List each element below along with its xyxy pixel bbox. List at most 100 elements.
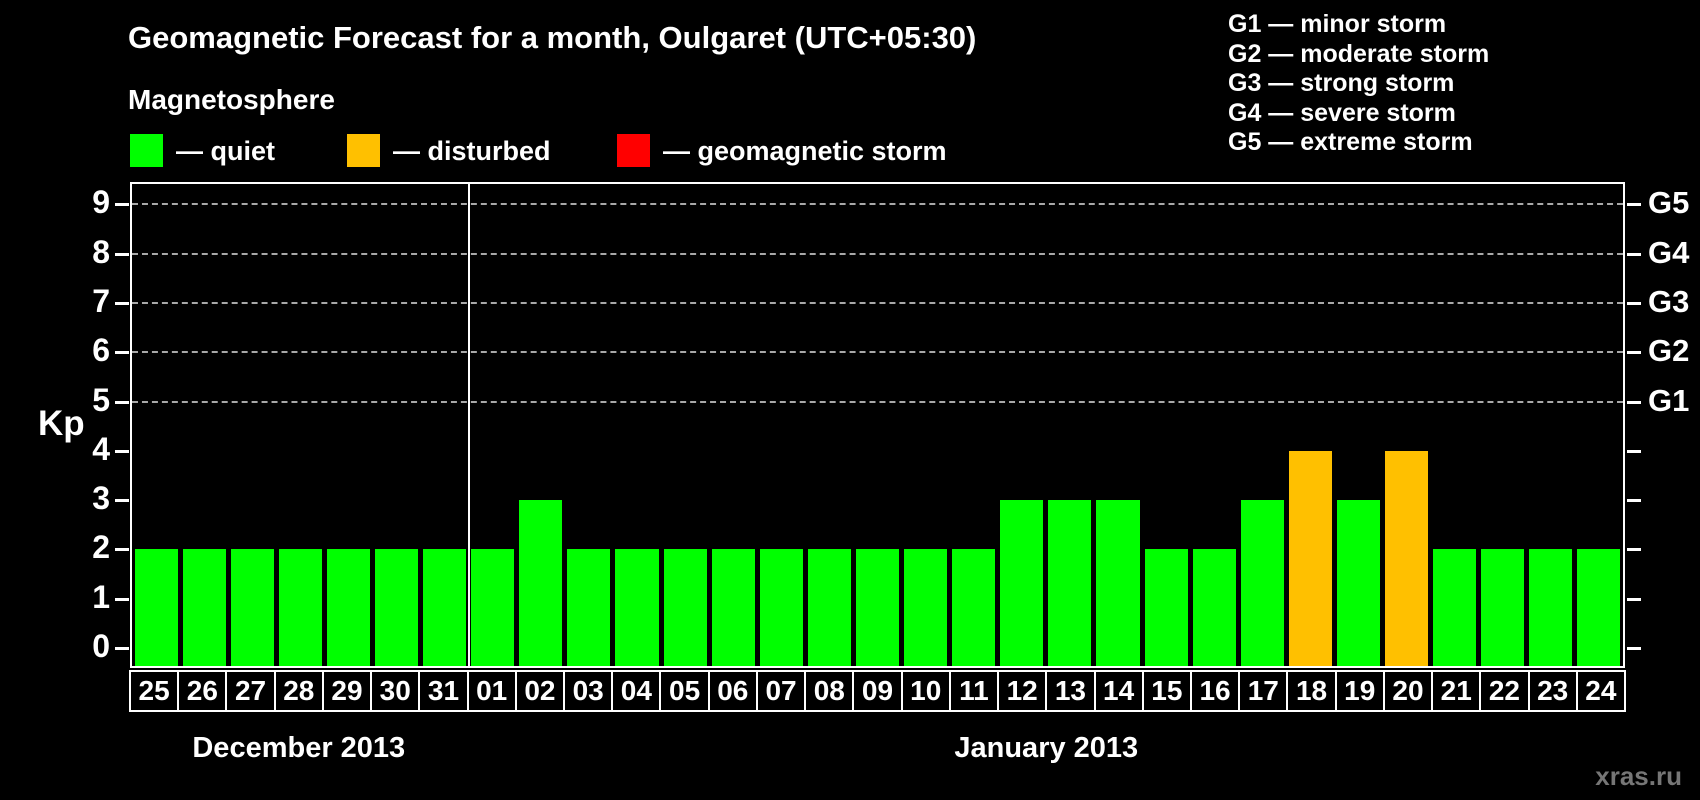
legend-swatch-storm [617, 134, 650, 167]
g-axis-label-g1: G1 [1648, 382, 1690, 418]
gridline-kp9 [132, 203, 1623, 206]
g-scale-legend-g1: G1 — minor storm [1228, 10, 1447, 38]
bar-day-15 [1144, 549, 1188, 666]
g-scale-legend-g5: G5 — extreme storm [1228, 128, 1473, 156]
bar-day-14 [1096, 500, 1140, 666]
day-label-03: 03 [563, 670, 614, 712]
day-label-27: 27 [225, 670, 276, 712]
y-tick-label-0: 0 [92, 628, 110, 664]
day-label-26: 26 [177, 670, 228, 712]
bar-day-06 [711, 549, 755, 666]
day-label-16: 16 [1189, 670, 1241, 712]
bar-day-28 [278, 549, 322, 666]
day-label-02: 02 [514, 670, 566, 712]
day-label-09: 09 [852, 670, 903, 712]
y-tick-right-9 [1627, 203, 1641, 207]
y-tick-right-8 [1627, 252, 1641, 256]
bar-day-02 [519, 500, 563, 666]
day-label-12: 12 [997, 670, 1048, 712]
day-label-21: 21 [1431, 670, 1482, 712]
y-tick-left-8 [115, 252, 129, 256]
y-tick-left-1 [115, 597, 129, 601]
month-label-january: January 2013 [954, 732, 1139, 764]
y-tick-right-3 [1627, 499, 1641, 503]
y-tick-label-7: 7 [92, 282, 110, 319]
bar-day-09 [855, 549, 900, 666]
y-tick-left-7 [115, 301, 129, 305]
bar-day-07 [759, 549, 803, 666]
bar-day-27 [230, 549, 274, 666]
gridline-kp6 [132, 351, 1623, 354]
legend-swatch-disturbed [347, 134, 380, 167]
g-axis-label-g3: G3 [1648, 283, 1690, 319]
bar-day-21 [1433, 549, 1477, 666]
bar-day-13 [1048, 500, 1092, 666]
y-tick-left-9 [115, 203, 129, 207]
gridline-kp7 [132, 301, 1623, 304]
bar-day-22 [1481, 549, 1525, 666]
bar-day-12 [1000, 500, 1044, 666]
gridline-kp8 [132, 252, 1623, 255]
bar-day-24 [1577, 549, 1621, 666]
day-label-20: 20 [1382, 670, 1434, 712]
bar-day-19 [1336, 500, 1380, 666]
bar-day-30 [374, 549, 419, 666]
g-axis-label-g2: G2 [1648, 333, 1690, 369]
day-label-01: 01 [466, 670, 517, 712]
bar-day-20 [1385, 450, 1429, 666]
y-tick-label-5: 5 [92, 381, 110, 418]
bar-day-16 [1192, 549, 1236, 666]
bar-day-08 [807, 549, 851, 666]
bar-day-10 [904, 549, 948, 666]
y-tick-label-6: 6 [92, 332, 110, 369]
magnetosphere-label: Magnetosphere [128, 84, 335, 115]
g-axis-label-g4: G4 [1648, 234, 1690, 270]
bar-day-05 [663, 549, 707, 666]
y-tick-label-4: 4 [92, 430, 110, 467]
day-label-25: 25 [129, 670, 180, 712]
chart-title: Geomagnetic Forecast for a month, Oulgar… [128, 20, 977, 55]
y-tick-label-8: 8 [92, 233, 110, 270]
g-scale-legend-g2: G2 — moderate storm [1228, 39, 1490, 68]
day-label-17: 17 [1238, 670, 1289, 712]
day-label-24: 24 [1575, 670, 1626, 712]
day-label-19: 19 [1334, 670, 1385, 712]
day-label-08: 08 [804, 670, 855, 712]
g-scale-legend-g3: G3 — strong storm [1228, 69, 1455, 97]
bar-day-25 [134, 549, 178, 666]
y-tick-label-3: 3 [92, 480, 110, 517]
y-axis-title: Kp [38, 404, 85, 443]
bar-day-23 [1529, 549, 1573, 666]
y-tick-left-4 [115, 449, 129, 453]
day-label-04: 04 [611, 670, 662, 712]
y-tick-right-6 [1627, 351, 1641, 355]
day-label-14: 14 [1093, 670, 1144, 712]
day-label-30: 30 [370, 670, 421, 712]
bar-day-18 [1288, 450, 1332, 666]
day-label-23: 23 [1527, 670, 1578, 712]
month-divider-line [467, 184, 470, 666]
g-axis-label-g5: G5 [1648, 185, 1690, 221]
g-scale-legend-g4: G4 — severe storm [1228, 98, 1456, 127]
bar-day-01 [471, 549, 515, 666]
bar-day-31 [423, 549, 467, 666]
month-label-december: December 2013 [192, 732, 406, 764]
y-tick-right-5 [1627, 400, 1641, 404]
bar-day-26 [182, 549, 226, 666]
y-tick-label-1: 1 [92, 578, 110, 615]
watermark: xras.ru [1595, 761, 1682, 791]
day-label-11: 11 [948, 670, 1000, 712]
y-tick-left-5 [115, 400, 129, 404]
g-scale-legend: G1 — minor storm G2 — moderate storm G3 … [1228, 10, 1489, 158]
day-label-07: 07 [755, 670, 807, 712]
day-label-10: 10 [900, 670, 951, 712]
legend-label-quiet: — quiet [176, 136, 275, 166]
day-label-29: 29 [321, 670, 373, 712]
y-tick-right-4 [1627, 449, 1641, 453]
y-tick-left-2 [115, 548, 129, 552]
legend-swatch-quiet [130, 134, 163, 167]
day-label-06: 06 [707, 670, 758, 712]
bar-day-11 [952, 549, 996, 666]
day-label-05: 05 [659, 670, 710, 712]
